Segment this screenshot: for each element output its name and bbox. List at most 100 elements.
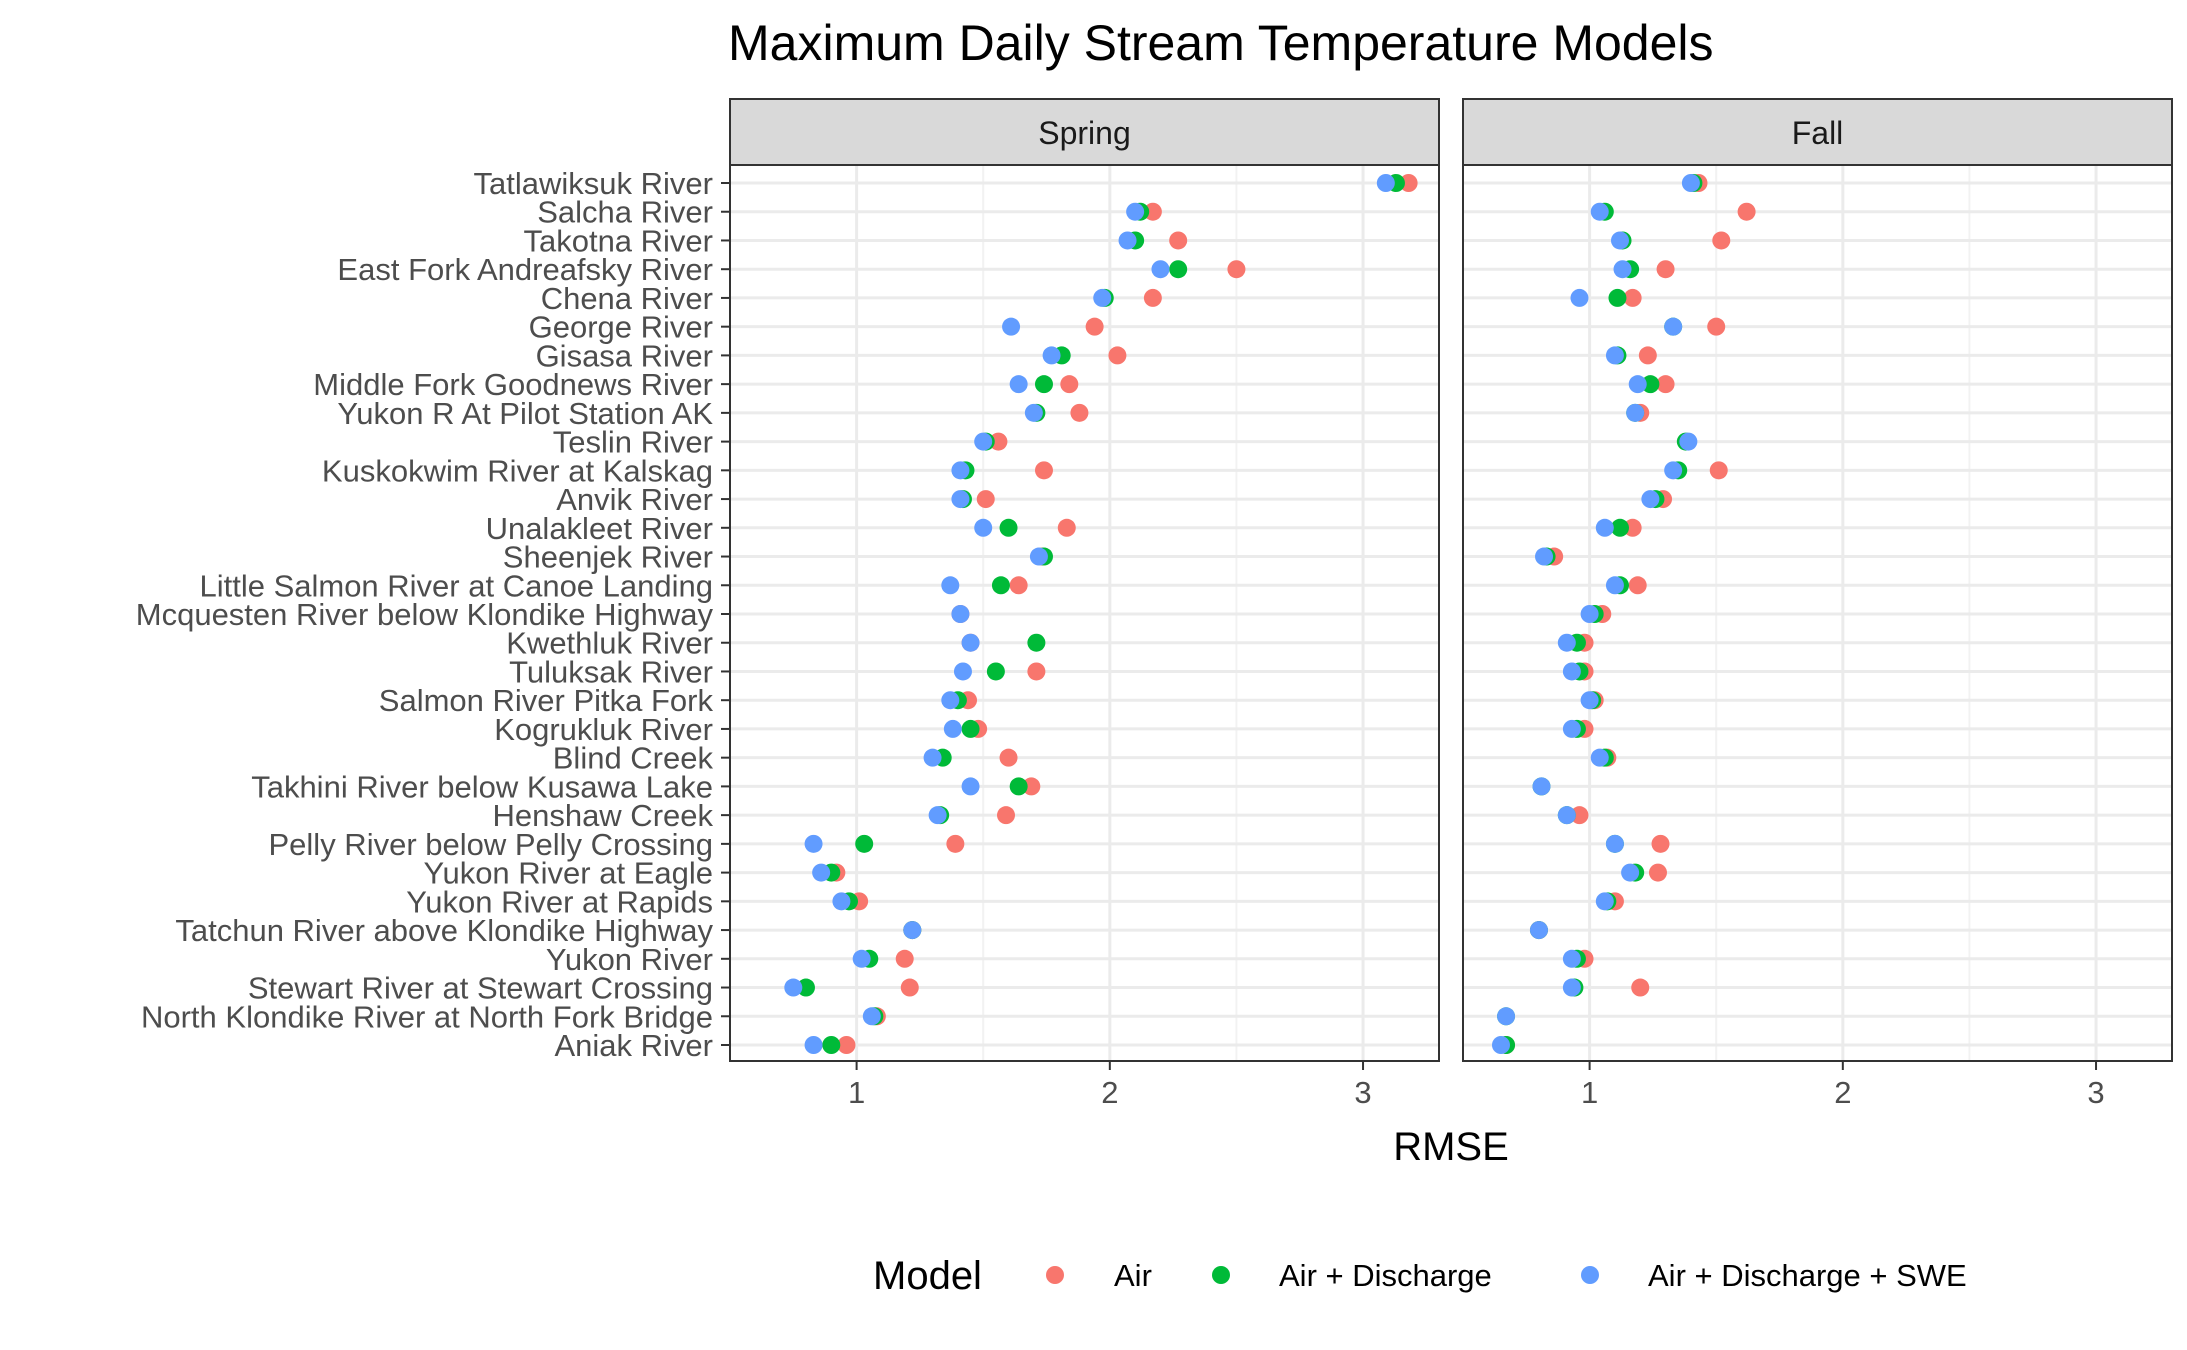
y-tick-label: Gisasa River — [536, 338, 713, 373]
point-1-spring-14 — [991, 576, 1010, 595]
point-2-fall-12 — [1595, 518, 1614, 537]
y-tick-label: Mcquesten River below Klondike Highway — [136, 597, 714, 632]
point-2-spring-4 — [1093, 288, 1112, 307]
point-0-fall-6 — [1638, 346, 1657, 365]
y-tick-label: Aniak River — [555, 1028, 714, 1063]
point-2-fall-20 — [1590, 748, 1609, 767]
point-2-spring-30 — [804, 1036, 823, 1054]
point-2-fall-5 — [1664, 317, 1683, 336]
point-1-spring-7 — [1034, 375, 1053, 394]
point-2-fall-27 — [1562, 949, 1581, 968]
y-tick-label: Yukon R At Pilot Station AK — [337, 396, 713, 431]
y-tick-label: Henshaw Creek — [492, 798, 713, 833]
point-2-spring-14 — [941, 576, 960, 595]
point-2-fall-9 — [1679, 432, 1698, 451]
point-2-spring-5 — [1002, 317, 1021, 336]
y-tick-label: Sheenjek River — [503, 540, 713, 575]
point-2-spring-0 — [1376, 174, 1395, 192]
point-1-spring-30 — [822, 1036, 841, 1054]
y-tick-label: Stewart River at Stewart Crossing — [248, 971, 713, 1006]
legend-title: Model — [873, 1254, 982, 1298]
point-2-spring-15 — [951, 605, 970, 623]
point-0-spring-20 — [999, 748, 1018, 767]
point-0-spring-30 — [837, 1036, 856, 1054]
point-0-spring-11 — [976, 490, 995, 509]
y-tick-label: Little Salmon River at Canoe Landing — [199, 568, 713, 603]
point-0-spring-8 — [1070, 403, 1089, 422]
strip-fall — [1462, 98, 2173, 166]
point-2-fall-13 — [1535, 547, 1554, 566]
point-2-fall-7 — [1628, 375, 1647, 394]
point-2-spring-27 — [852, 949, 871, 968]
x-tick-label: 1 — [1581, 1075, 1598, 1110]
y-tick-label: Kwethluk River — [506, 626, 713, 661]
point-0-fall-22 — [1570, 806, 1589, 825]
x-tick-label: 2 — [1834, 1075, 1851, 1110]
legend-key-0 — [1046, 1266, 1064, 1284]
y-tick-label: Blind Creek — [553, 741, 714, 776]
point-0-spring-17 — [1027, 662, 1046, 681]
point-2-spring-24 — [812, 863, 831, 882]
point-0-spring-1 — [1143, 202, 1162, 221]
chart-title: Maximum Daily Stream Temperature Models — [728, 15, 1714, 71]
point-2-spring-22 — [928, 806, 947, 825]
point-0-spring-21 — [1022, 777, 1041, 796]
point-0-fall-7 — [1656, 375, 1675, 394]
point-0-fall-1 — [1737, 202, 1756, 221]
point-2-spring-18 — [941, 691, 960, 710]
legend-label-1: Air + Discharge — [1279, 1258, 1492, 1293]
y-tick-label: Yukon River at Eagle — [423, 856, 713, 891]
point-0-spring-28 — [900, 978, 919, 997]
point-0-spring-5 — [1085, 317, 1104, 336]
point-2-spring-3 — [1151, 260, 1170, 279]
point-1-spring-23 — [855, 834, 874, 853]
point-2-fall-22 — [1557, 806, 1576, 825]
point-2-fall-23 — [1605, 834, 1624, 853]
y-tick-label: North Klondike River at North Fork Bridg… — [141, 999, 713, 1034]
x-tick-label: 3 — [2087, 1075, 2104, 1110]
point-1-spring-28 — [796, 978, 815, 997]
point-0-spring-23 — [946, 834, 965, 853]
y-tick-label: George River — [529, 310, 713, 345]
y-tick-label: Salcha River — [537, 195, 713, 230]
panel-border — [1462, 164, 2173, 1062]
point-2-fall-28 — [1562, 978, 1581, 997]
point-1-spring-17 — [986, 662, 1005, 681]
strip-label-spring: Spring — [1038, 115, 1131, 151]
point-2-fall-0 — [1681, 174, 1700, 192]
panel-spring: 1 2 3 — [729, 164, 1440, 1110]
x-axis-title: RMSE — [1393, 1125, 1509, 1169]
y-tick-label: Takotna River — [523, 223, 713, 258]
point-2-fall-17 — [1562, 662, 1581, 681]
y-tick-label: Unalakleet River — [486, 511, 713, 546]
point-0-spring-14 — [1009, 576, 1028, 595]
point-0-fall-2 — [1712, 231, 1731, 250]
point-2-fall-6 — [1605, 346, 1624, 365]
y-tick-label: Takhini River below Kusawa Lake — [251, 769, 713, 804]
point-0-spring-4 — [1143, 288, 1162, 307]
point-2-spring-20 — [923, 748, 942, 767]
point-2-spring-10 — [951, 461, 970, 480]
point-2-fall-19 — [1562, 719, 1581, 738]
strip-spring — [729, 98, 1440, 166]
point-0-fall-4 — [1623, 288, 1642, 307]
point-0-spring-9 — [989, 432, 1008, 451]
point-2-spring-19 — [943, 719, 962, 738]
point-2-fall-29 — [1497, 1007, 1516, 1026]
point-0-fall-3 — [1656, 260, 1675, 279]
point-2-fall-4 — [1570, 288, 1589, 307]
point-2-spring-21 — [961, 777, 980, 796]
point-0-fall-28 — [1631, 978, 1650, 997]
y-tick-label: Yukon River at Rapids — [406, 884, 713, 919]
point-0-spring-0 — [1399, 174, 1418, 192]
point-0-spring-7 — [1060, 375, 1079, 394]
point-1-fall-4 — [1608, 288, 1627, 307]
point-2-spring-29 — [862, 1007, 881, 1026]
y-tick-label: Kogrukluk River — [494, 712, 713, 747]
x-tick-label: 1 — [848, 1075, 865, 1110]
point-2-spring-26 — [903, 921, 922, 940]
y-tick-label: East Fork Andreafsky River — [337, 252, 713, 287]
y-tick-label: Anvik River — [556, 482, 713, 517]
